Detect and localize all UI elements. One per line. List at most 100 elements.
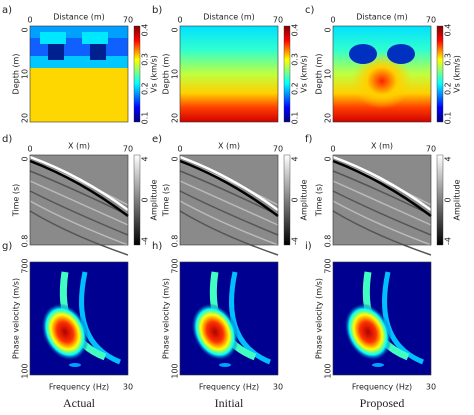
wave <box>29 155 129 212</box>
y-tick-label: 20 <box>21 113 30 123</box>
x-tick-label: 0 <box>330 145 335 154</box>
frame <box>332 154 432 246</box>
x-tick-label: 30 <box>123 383 133 392</box>
x-tick-label: 0 <box>27 16 32 25</box>
column-caption: Actual <box>63 396 96 410</box>
y-tick-label: 700 <box>171 258 180 273</box>
mode <box>69 363 81 367</box>
y-tick-label: 100 <box>171 363 180 378</box>
y-axis-label: Time (s) <box>12 184 21 218</box>
panel: i) Frequency (Hz) 30 Phase velocity (m/s)70… <box>305 241 436 392</box>
colorbar <box>133 25 141 123</box>
wave <box>332 210 432 256</box>
colorbar-label: Amplitude <box>453 179 462 220</box>
panel-label: g) <box>2 241 12 252</box>
block <box>48 44 64 60</box>
block <box>82 32 108 44</box>
blob <box>387 44 415 64</box>
mode <box>344 303 392 361</box>
y-tick-label: 700 <box>324 258 333 273</box>
colorbar-tick-label: 0.2 <box>141 82 150 95</box>
wave <box>29 170 129 216</box>
colorbar <box>283 25 291 123</box>
y-tick-label: 20 <box>171 113 180 123</box>
x-axis-label: Frequency (Hz) <box>49 383 109 392</box>
wave <box>332 190 432 236</box>
y-tick-label: 0.8 <box>324 235 333 248</box>
x-axis-label: Distance (m) <box>53 13 105 22</box>
colorbar-tick-label: 0.3 <box>444 53 453 66</box>
colorbar-tick-label: 0.3 <box>291 53 300 66</box>
x-tick-label: 30 <box>273 383 283 392</box>
wave <box>29 190 129 236</box>
x-axis-label: X (m) <box>68 142 90 151</box>
frame <box>179 154 279 246</box>
colorbar-tick-label: 0.1 <box>291 112 300 125</box>
panel-label: i) <box>305 241 312 252</box>
y-tick-label: 0 <box>21 27 30 32</box>
colorbar-label: Vs (km/s) <box>150 55 159 93</box>
x-axis-label: Frequency (Hz) <box>352 383 412 392</box>
y-tick-label: 10 <box>324 69 333 79</box>
colorbar-label: Vs (km/s) <box>300 55 309 93</box>
x-tick-label: 70 <box>426 145 436 154</box>
x-tick-label: 30 <box>426 383 436 392</box>
colorbar <box>436 154 444 246</box>
panel-label: f) <box>305 134 313 145</box>
frame <box>29 25 129 123</box>
mode <box>41 303 89 361</box>
block <box>90 44 106 60</box>
panel: e) X (m) 0 70 Time (s) 0 0.8 4 0 -4 Amplitude <box>152 134 309 256</box>
colorbar <box>133 154 141 246</box>
frame <box>179 261 279 376</box>
x-axis-label: Distance (m) <box>356 13 408 22</box>
mode <box>191 303 239 361</box>
panel-label: a) <box>2 5 12 16</box>
colorbar-tick-label: -4 <box>444 237 453 245</box>
colorbar <box>283 154 291 246</box>
wave <box>332 200 432 246</box>
wave <box>29 159 129 218</box>
wave <box>179 190 279 236</box>
colorbar-label: Amplitude <box>150 179 159 220</box>
panel: d) X (m) 0 70 Time (s) 0 0.8 4 0 -4 Amplitude <box>2 134 159 256</box>
wave <box>179 155 279 212</box>
colorbar-label: Amplitude <box>300 179 309 220</box>
frame <box>29 154 129 246</box>
colorbar-tick-label: 0.4 <box>141 24 150 37</box>
y-axis-label: Depth (m) <box>315 54 324 95</box>
panel: g) Frequency (Hz) 30 Phase velocity (m/s)70… <box>2 241 133 392</box>
x-tick-label: 70 <box>123 16 133 25</box>
x-tick-label: 70 <box>123 145 133 154</box>
wave <box>179 180 279 226</box>
frame <box>332 25 432 123</box>
colorbar-tick-label: 0.2 <box>444 82 453 95</box>
frame <box>332 261 432 376</box>
x-axis-label: X (m) <box>371 142 393 151</box>
y-tick-label: 0 <box>21 156 30 161</box>
panel-label: e) <box>152 134 162 145</box>
layer <box>30 56 128 68</box>
panel: f) X (m) 0 70 Time (s) 0 0.8 4 0 -4 Amplitude <box>305 134 462 256</box>
frame <box>179 25 279 123</box>
colorbar-tick-label: 4 <box>291 156 300 161</box>
wave <box>179 159 279 218</box>
y-tick-label: 100 <box>324 363 333 378</box>
y-tick-label: 10 <box>171 69 180 79</box>
x-tick-label: 0 <box>177 16 182 25</box>
wave <box>29 180 129 226</box>
colorbar-tick-label: 0 <box>444 197 453 202</box>
panel: c) Distance (m) 0 70 Depth (m) 0 10 20 0.4 0.3 0.2… <box>305 5 462 124</box>
panel: a) Distance (m) 0 70 Depth (m) 0 10 20 0.4 0.3 0.2… <box>2 5 159 124</box>
column-caption: Proposed <box>360 396 405 410</box>
wave <box>179 210 279 256</box>
x-tick-label: 70 <box>426 16 436 25</box>
blob <box>349 44 377 64</box>
panel-label: c) <box>305 5 314 16</box>
wave <box>332 155 432 212</box>
x-axis-label: Distance (m) <box>203 13 255 22</box>
panel-label: b) <box>152 5 162 16</box>
x-tick-label: 0 <box>27 145 32 154</box>
colorbar-tick-label: 0.1 <box>141 112 150 125</box>
